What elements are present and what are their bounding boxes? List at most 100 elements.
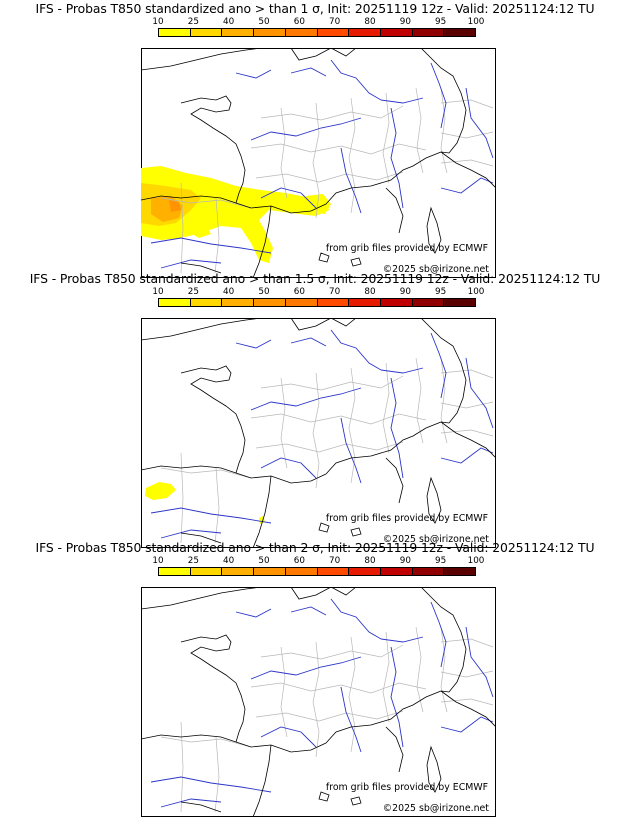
scale-label: 90: [399, 17, 411, 27]
scale-label: 50: [258, 287, 270, 297]
coastlines: [141, 48, 496, 278]
scale-cell: [380, 299, 413, 306]
scale-bar: [158, 28, 476, 37]
scale-cell: [159, 299, 191, 306]
source-credit: from grib files provided by ECMWF: [325, 782, 488, 793]
coastlines: [141, 587, 496, 817]
scale-cell: [190, 568, 223, 575]
map-frame: [141, 48, 496, 278]
scale-label: 50: [258, 556, 270, 566]
scale-bar: [158, 567, 476, 576]
scale-label: 10: [152, 17, 164, 27]
map-frame: [141, 318, 496, 548]
scale-cell: [285, 29, 318, 36]
france-map: from grib files provided by ECMWF ©2025 …: [141, 318, 496, 548]
scale-cell: [222, 29, 255, 36]
scale-labels: 10 25 40 50 60 70 80 90 95 100: [152, 556, 484, 566]
scale-label: 80: [364, 556, 376, 566]
scale-label: 70: [329, 287, 341, 297]
scale-label: 60: [293, 17, 305, 27]
scale-label: 90: [399, 556, 411, 566]
copyright-credit: ©2025 sb@irizone.net: [382, 803, 489, 814]
scale-cell: [285, 299, 318, 306]
rivers: [150, 598, 494, 808]
scale-cell: [412, 299, 445, 306]
scale-label: 25: [187, 556, 199, 566]
scale-labels: 10 25 40 50 60 70 80 90 95 100: [152, 17, 484, 27]
scale-cell: [285, 568, 318, 575]
scale-label: 100: [467, 287, 485, 297]
scale-cell: [444, 299, 476, 306]
rivers: [150, 59, 494, 269]
probability-color-scale: 10 25 40 50 60 70 80 90 95 100: [152, 17, 484, 39]
scale-cell: [380, 29, 413, 36]
scale-cell: [190, 29, 223, 36]
map-svg: [141, 318, 496, 548]
scale-labels: 10 25 40 50 60 70 80 90 95 100: [152, 287, 484, 297]
scale-label: 60: [293, 556, 305, 566]
map-svg: [141, 587, 496, 817]
scale-label: 95: [435, 556, 447, 566]
france-map: from grib files provided by ECMWF ©2025 …: [141, 587, 496, 817]
scale-cell: [444, 568, 476, 575]
map-panel-2: IFS - Probas T850 standardized ano > tha…: [0, 270, 630, 548]
scale-cell: [349, 299, 381, 306]
probability-shading: [141, 166, 331, 263]
scale-label: 10: [152, 556, 164, 566]
source-credit: from grib files provided by ECMWF: [325, 243, 488, 254]
admin-borders: [160, 357, 494, 544]
scale-cell: [349, 29, 381, 36]
map-panel-3: IFS - Probas T850 standardized ano > tha…: [0, 539, 630, 817]
map-frame: [141, 587, 496, 817]
scale-label: 70: [329, 556, 341, 566]
scale-cell: [380, 568, 413, 575]
panel-title: IFS - Probas T850 standardized ano > tha…: [35, 1, 595, 16]
scale-label: 80: [364, 287, 376, 297]
scale-cell: [254, 299, 286, 306]
scale-label: 40: [223, 287, 235, 297]
probability-color-scale: 10 25 40 50 60 70 80 90 95 100: [152, 556, 484, 578]
probability-area: [189, 223, 211, 238]
probability-area: [145, 482, 176, 500]
scale-cell: [412, 568, 445, 575]
scale-cell: [317, 29, 350, 36]
scale-cell: [159, 568, 191, 575]
scale-cell: [317, 299, 350, 306]
probability-color-scale: 10 25 40 50 60 70 80 90 95 100: [152, 287, 484, 309]
source-credit: from grib files provided by ECMWF: [325, 513, 488, 524]
scale-cell: [412, 29, 445, 36]
scale-label: 95: [435, 287, 447, 297]
france-map: from grib files provided by ECMWF ©2025 …: [141, 48, 496, 278]
scale-cell: [222, 568, 255, 575]
scale-label: 100: [467, 17, 485, 27]
scale-cell: [444, 29, 476, 36]
scale-cell: [159, 29, 191, 36]
scale-label: 80: [364, 17, 376, 27]
panel-title: IFS - Probas T850 standardized ano > tha…: [29, 271, 601, 286]
scale-cell: [317, 568, 350, 575]
scale-label: 100: [467, 556, 485, 566]
panel-title: IFS - Probas T850 standardized ano > tha…: [35, 540, 595, 555]
scale-label: 40: [223, 556, 235, 566]
scale-cell: [222, 299, 255, 306]
probability-area: [169, 200, 181, 212]
scale-bar: [158, 298, 476, 307]
scale-label: 70: [329, 17, 341, 27]
scale-label: 10: [152, 287, 164, 297]
coastlines: [141, 318, 496, 548]
scale-label: 25: [187, 17, 199, 27]
scale-label: 60: [293, 287, 305, 297]
scale-label: 95: [435, 17, 447, 27]
map-panel-1: IFS - Probas T850 standardized ano > tha…: [0, 0, 630, 278]
scale-label: 50: [258, 17, 270, 27]
scale-label: 40: [223, 17, 235, 27]
scale-label: 25: [187, 287, 199, 297]
probability-area: [306, 194, 331, 214]
copyright-credit: ©2025 sb@irizone.net: [382, 264, 489, 275]
scale-label: 90: [399, 287, 411, 297]
scale-cell: [254, 568, 286, 575]
scale-cell: [254, 29, 286, 36]
scale-cell: [190, 299, 223, 306]
rivers: [150, 329, 494, 539]
admin-borders: [160, 626, 494, 813]
